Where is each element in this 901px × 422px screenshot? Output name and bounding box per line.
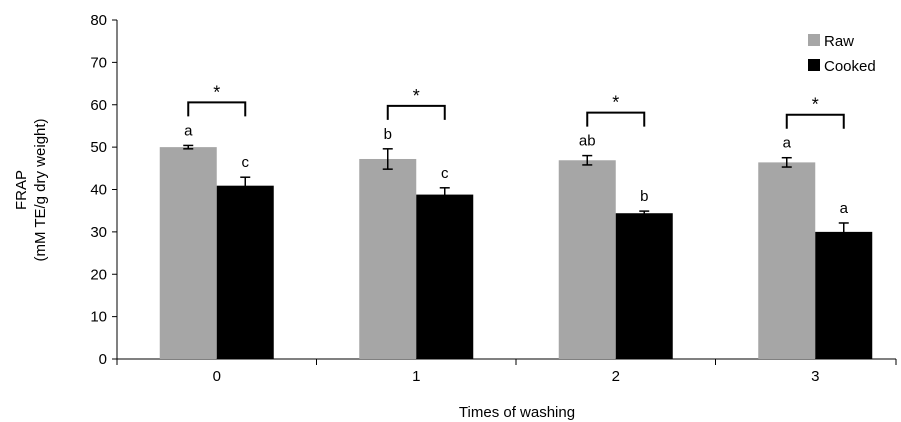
- significance-star: *: [213, 82, 220, 102]
- group-letter: ab: [579, 133, 596, 150]
- significance-bracket: [386, 104, 446, 120]
- y-tick-label: 80: [90, 12, 107, 29]
- significance-star: *: [612, 93, 619, 113]
- y-tick-label: 50: [90, 139, 107, 156]
- y-axis-title-line2: (mM TE/g dry weight): [32, 118, 49, 261]
- y-tick-label: 0: [99, 351, 107, 368]
- annotations-group: a c * b c * ab b * a a *: [184, 82, 849, 217]
- significance-bracket: [187, 101, 247, 117]
- x-tick-label: 1: [412, 368, 420, 385]
- legend-swatch-cooked: [808, 59, 820, 71]
- x-tick-label: 3: [811, 368, 819, 385]
- y-tick-label: 10: [90, 309, 107, 326]
- y-tick-label: 70: [90, 54, 107, 71]
- bar-cooked-3: [815, 231, 873, 359]
- legend-label-raw: Raw: [824, 33, 854, 50]
- x-tick-label: 2: [612, 368, 620, 385]
- significance-bracket: [785, 113, 845, 129]
- group-letter: c: [242, 154, 250, 171]
- legend: Raw Cooked: [808, 33, 876, 75]
- group-letter: b: [640, 188, 648, 205]
- x-axis-title: Times of washing: [459, 404, 575, 421]
- y-axis-title-line1: FRAP: [13, 170, 30, 210]
- bar-cooked-2: [615, 213, 673, 359]
- group-letter: a: [184, 122, 193, 139]
- bar-raw-3: [758, 162, 816, 359]
- x-tick-label: 0: [213, 368, 221, 385]
- group-letter: b: [384, 126, 392, 143]
- significance-star: *: [812, 95, 819, 115]
- group-letter: a: [783, 135, 792, 152]
- bar-raw-2: [558, 160, 616, 359]
- significance-star: *: [413, 86, 420, 106]
- bars-group: [159, 144, 873, 359]
- group-letter: a: [840, 200, 849, 217]
- significance-bracket: [586, 111, 646, 127]
- axes: 0 10 20 30 40 50 60 70 80 0 1 2 3: [90, 12, 897, 385]
- bar-cooked-0: [216, 185, 274, 359]
- legend-swatch-raw: [808, 34, 820, 46]
- y-tick-label: 40: [90, 182, 107, 199]
- y-tick-label: 60: [90, 97, 107, 114]
- legend-label-cooked: Cooked: [824, 58, 876, 75]
- bar-raw-1: [359, 158, 417, 359]
- bar-raw-0: [159, 147, 217, 359]
- y-tick-label: 30: [90, 224, 107, 241]
- group-letter: c: [441, 165, 449, 182]
- bar-cooked-1: [416, 194, 474, 359]
- y-tick-label: 20: [90, 266, 107, 283]
